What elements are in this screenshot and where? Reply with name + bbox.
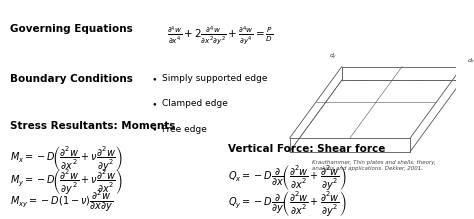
- Text: $M_y = -D\!\left(\dfrac{\partial^2 w}{\partial y^2} + \nu\dfrac{\partial^2 w}{\p: $M_y = -D\!\left(\dfrac{\partial^2 w}{\p…: [10, 167, 122, 196]
- Text: Governing Equations: Governing Equations: [10, 24, 133, 34]
- Text: $\bullet$: $\bullet$: [151, 99, 157, 108]
- Text: Krauthammer, Thin plates and shells: theory,
analysis and applications. Dekker, : Krauthammer, Thin plates and shells: the…: [312, 161, 436, 171]
- Text: Stress Resultants: Moments: Stress Resultants: Moments: [10, 121, 175, 131]
- Text: Vertical Force: Shear force: Vertical Force: Shear force: [228, 144, 385, 154]
- Text: $M_x = -D\!\left(\dfrac{\partial^2 w}{\partial x^2} + \nu\dfrac{\partial^2 w}{\p: $M_x = -D\!\left(\dfrac{\partial^2 w}{\p…: [10, 144, 122, 173]
- Text: $Q_x = -D\dfrac{\partial}{\partial x}\!\left(\dfrac{\partial^2 w}{\partial x^2} : $Q_x = -D\dfrac{\partial}{\partial x}\!\…: [228, 163, 346, 192]
- Text: Simply supported edge: Simply supported edge: [162, 74, 268, 83]
- Text: Boundary Conditions: Boundary Conditions: [10, 74, 133, 84]
- Text: $\bullet$: $\bullet$: [151, 74, 157, 83]
- Text: $\frac{\partial^4 w}{\partial x^4} + 2\frac{\partial^4 w}{\partial x^2\partial y: $\frac{\partial^4 w}{\partial x^4} + 2\f…: [167, 24, 273, 46]
- Text: $d_x$: $d_x$: [467, 56, 474, 65]
- Text: Free edge: Free edge: [162, 125, 207, 134]
- Text: $\bullet$: $\bullet$: [151, 125, 157, 134]
- Text: $M_{xy} = -D(1-\nu)\dfrac{\partial^2 w}{\partial x\partial y}$: $M_{xy} = -D(1-\nu)\dfrac{\partial^2 w}{…: [10, 189, 113, 214]
- Text: Clamped edge: Clamped edge: [162, 99, 228, 108]
- Text: $Q_y = -D\dfrac{\partial}{\partial y}\!\left(\dfrac{\partial^2 w}{\partial x^2} : $Q_y = -D\dfrac{\partial}{\partial y}\!\…: [228, 189, 346, 217]
- Text: $d_y$: $d_y$: [328, 51, 337, 62]
